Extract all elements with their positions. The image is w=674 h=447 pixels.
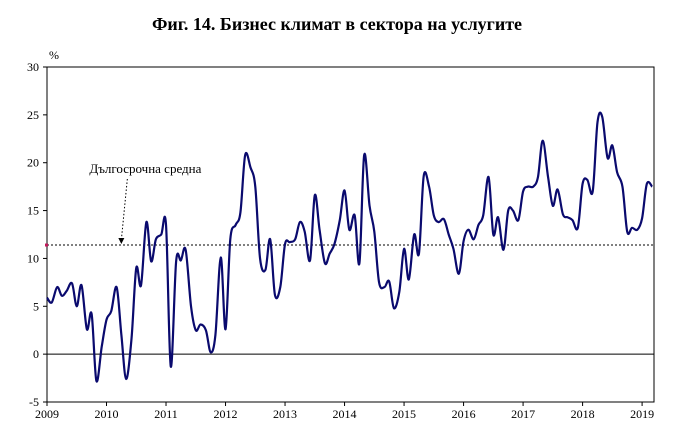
x-tick-label: 2013 [273, 407, 297, 421]
y-tick-label: 25 [27, 108, 39, 122]
series-line [46, 111, 654, 383]
annotation-arrow-head [118, 238, 125, 245]
x-tick-label: 2015 [392, 407, 416, 421]
x-tick-label: 2009 [35, 407, 59, 421]
x-tick-label: 2014 [333, 407, 357, 421]
y-tick-label: 5 [33, 299, 39, 313]
x-tick-label: 2017 [511, 407, 535, 421]
y-tick-label: 20 [27, 156, 39, 170]
y-tick-label: 10 [27, 251, 39, 265]
y-tick-label: 0 [33, 347, 39, 361]
x-tick-label: 2016 [452, 407, 476, 421]
x-tick-label: 2018 [571, 407, 595, 421]
annotation-arrow-line [120, 178, 128, 241]
x-tick-label: 2010 [95, 407, 119, 421]
plot-area-frame [46, 66, 655, 403]
x-tick-label: 2012 [214, 407, 238, 421]
long-term-average-marker [45, 243, 48, 247]
chart-title: Фиг. 14. Бизнес климат в сектора на услу… [151, 14, 523, 34]
x-tick-label: 2019 [630, 407, 654, 421]
y-tick-label: -5 [29, 395, 39, 409]
y-axis-unit-label: % [49, 48, 59, 62]
long-term-average-label: Дългосрочна средна [89, 161, 201, 176]
x-tick-label: 2011 [154, 407, 178, 421]
y-tick-label: 30 [27, 60, 39, 74]
y-tick-label: 15 [27, 204, 39, 218]
